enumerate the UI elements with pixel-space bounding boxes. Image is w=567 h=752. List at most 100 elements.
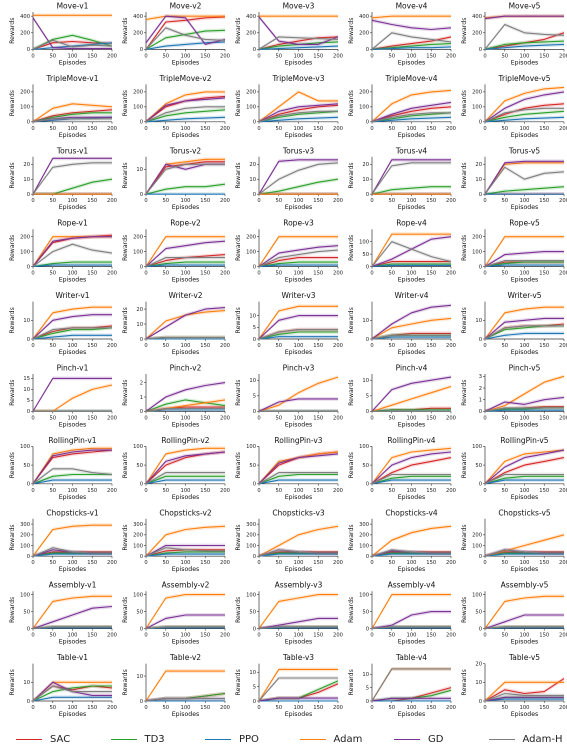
series-band-gd — [146, 14, 225, 47]
y-axis-label: Rewards — [461, 162, 468, 188]
series-line-adam-h — [145, 626, 225, 630]
y-tick-label: 100 — [359, 592, 369, 598]
x-tick-label: 200 — [333, 271, 343, 277]
y-axis-label: Rewards — [348, 162, 355, 188]
subplot: Chopsticks-v2 0 50 100 150 200 0 100 200 300 Episo… — [122, 508, 230, 573]
y-tick-label: 200 — [20, 31, 30, 37]
series-line-adam — [145, 670, 225, 702]
x-tick-label: 100 — [520, 53, 530, 59]
x-tick-label: 200 — [220, 488, 230, 494]
x-tick-label: 150 — [539, 415, 549, 421]
y-tick-label: 200 — [20, 234, 30, 240]
series-band-adam — [33, 383, 112, 412]
x-tick-label: 0 — [370, 415, 373, 421]
y-tick-label: 100 — [472, 105, 482, 111]
x-axis-label: Episodes — [59, 349, 87, 356]
subplot-title: Writer-v2 — [168, 291, 202, 300]
series-line-td3 — [32, 261, 112, 268]
y-axis-label: Rewards — [461, 307, 468, 333]
x-tick-label: 150 — [87, 343, 97, 349]
y-tick-label: 200 — [472, 90, 482, 96]
subplot-title: Writer-v1 — [55, 291, 89, 300]
series-line-gd — [371, 611, 451, 630]
y-tick-label: 10 — [362, 318, 369, 324]
series-band-td3 — [259, 177, 338, 195]
x-tick-label: 150 — [539, 271, 549, 277]
y-axis-label: Rewards — [348, 597, 355, 623]
x-tick-label: 200 — [220, 53, 230, 59]
y-tick-label: 0 — [140, 264, 143, 270]
series-band-adam — [259, 304, 338, 339]
series-band-adam-h — [146, 162, 225, 195]
x-tick-label: 100 — [294, 198, 304, 204]
series-band-adam — [372, 446, 451, 484]
x-tick-label: 150 — [87, 560, 97, 566]
series-line-adam-h — [484, 325, 564, 340]
x-tick-label: 150 — [200, 415, 210, 421]
y-tick-label: 0 — [479, 47, 482, 53]
subplot-title: Chopsticks-v1 — [46, 508, 99, 517]
x-tick-label: 100 — [68, 271, 78, 277]
x-tick-label: 50 — [275, 560, 282, 566]
series-line-gd — [484, 91, 565, 123]
series-line-adam — [371, 89, 452, 123]
subplot: RollingPin-v30 50 100 150 200050100EpisodesR… — [235, 436, 343, 501]
series-line-sac — [484, 103, 565, 123]
y-axis-label: Rewards — [9, 597, 16, 623]
x-tick-label: 200 — [559, 271, 567, 277]
subplot: Move-v2 0 50 100 150 200 0 200 400 Episodes Reward… — [122, 2, 230, 67]
series-line-gd — [258, 617, 338, 630]
x-axis-label: Episodes — [511, 277, 539, 284]
x-tick-label: 0 — [31, 633, 34, 639]
series-line-adam-h — [484, 626, 564, 630]
x-tick-label: 200 — [333, 705, 343, 711]
y-axis-label: Rewards — [461, 90, 468, 116]
series-band-adam — [259, 667, 338, 701]
series-line-adam — [32, 524, 112, 557]
y-tick-label: 2 — [479, 386, 482, 392]
y-axis-label: Rewards — [122, 162, 129, 188]
subplot: TripleMove-v1 0 50 100 150 200 0 100 200 Episodes… — [9, 74, 117, 139]
series-line-adam — [371, 385, 452, 412]
y-tick-label: 0 — [479, 409, 482, 415]
series-line-gd — [258, 159, 338, 195]
y-axis-label: Rewards — [461, 380, 468, 406]
series-line-sac — [371, 261, 451, 268]
x-tick-label: 0 — [370, 271, 373, 277]
x-tick-label: 100 — [407, 343, 417, 349]
x-tick-label: 150 — [313, 560, 323, 566]
x-tick-label: 150 — [87, 126, 97, 132]
subplot: Table-v1 0 50 100 150 200 0 10 Episodes Rewards — [9, 653, 117, 718]
x-axis-label: Episodes — [398, 566, 426, 573]
series-line-sac — [371, 457, 452, 485]
series-line-adam-h — [371, 473, 451, 485]
legend-swatch — [110, 738, 137, 740]
x-axis-label: Episodes — [59, 711, 87, 718]
x-tick-label: 100 — [407, 198, 417, 204]
series-line-ppo — [371, 116, 452, 123]
x-tick-label: 100 — [68, 705, 78, 711]
x-tick-label: 50 — [275, 488, 282, 494]
x-tick-label: 150 — [426, 53, 436, 59]
series-line-td3 — [145, 399, 226, 412]
x-tick-label: 150 — [200, 126, 210, 132]
series-band-td3 — [485, 324, 564, 339]
y-tick-label: 100 — [133, 543, 143, 549]
y-tick-label: 5 — [27, 398, 30, 404]
y-axis-label: Rewards — [9, 452, 16, 478]
x-tick-label: 50 — [388, 53, 395, 59]
x-tick-label: 0 — [370, 343, 373, 349]
x-tick-label: 150 — [426, 126, 436, 132]
x-tick-label: 50 — [49, 271, 56, 277]
series-band-sac — [259, 103, 338, 122]
x-tick-label: 0 — [144, 53, 147, 59]
y-tick-label: 0 — [479, 337, 482, 343]
y-tick-label: 0 — [27, 626, 30, 632]
subplot-title: Writer-v3 — [281, 291, 315, 300]
legend-label: TD3 — [144, 733, 165, 745]
series-band-adam — [146, 524, 225, 557]
y-tick-label: 50 — [249, 463, 256, 469]
x-tick-label: 200 — [220, 633, 230, 639]
x-axis-label: Episodes — [398, 494, 426, 501]
series-band-gd — [33, 604, 112, 629]
